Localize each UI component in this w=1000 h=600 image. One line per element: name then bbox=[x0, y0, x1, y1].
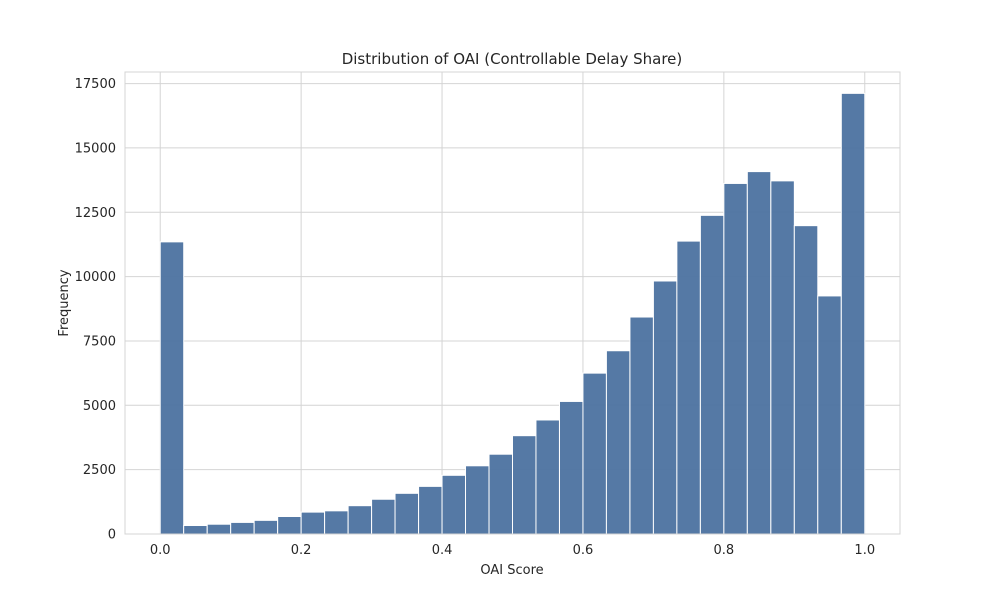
histogram-bar bbox=[253, 519, 279, 535]
histogram-bar bbox=[605, 350, 631, 535]
x-tick-label: 1.0 bbox=[854, 543, 875, 558]
histogram-bar bbox=[793, 225, 819, 535]
x-tick-label: 0.2 bbox=[291, 543, 312, 558]
histogram-bar bbox=[324, 510, 349, 535]
histogram-bar bbox=[347, 505, 373, 535]
x-tick-label: 0.4 bbox=[432, 543, 453, 558]
y-axis-tick-labels: 0 2500 5000 7500 10000 12500 15000 17500 bbox=[75, 77, 116, 542]
histogram-bar bbox=[230, 521, 255, 535]
histogram-bar bbox=[676, 240, 701, 535]
histogram-bar bbox=[699, 214, 725, 535]
histogram-bar bbox=[629, 316, 654, 535]
y-tick-label: 10000 bbox=[75, 270, 116, 285]
histogram-bar bbox=[535, 419, 560, 535]
chart-title: Distribution of OAI (Controllable Delay … bbox=[342, 50, 683, 68]
histogram-bar bbox=[300, 511, 326, 535]
y-tick-label: 17500 bbox=[75, 77, 116, 92]
histogram-bar bbox=[277, 515, 302, 535]
y-axis-label: Frequency bbox=[57, 269, 72, 336]
y-tick-label: 12500 bbox=[75, 206, 116, 221]
plot-area-frame bbox=[124, 71, 901, 535]
histogram-bar bbox=[558, 400, 584, 535]
y-tick-label: 2500 bbox=[83, 463, 116, 478]
x-axis-label: OAI Score bbox=[480, 563, 543, 578]
histogram-bar bbox=[206, 523, 232, 535]
x-tick-label: 0.8 bbox=[714, 543, 735, 558]
histogram-bar bbox=[746, 171, 772, 535]
y-tick-label: 15000 bbox=[75, 141, 116, 156]
x-tick-label: 0.6 bbox=[573, 543, 594, 558]
histogram-bar bbox=[817, 295, 842, 535]
histogram-bar bbox=[371, 498, 396, 535]
histogram-bar bbox=[183, 525, 208, 535]
y-tick-label: 5000 bbox=[83, 399, 116, 414]
histogram-bar bbox=[512, 435, 537, 535]
histogram-bar bbox=[723, 182, 748, 535]
histogram-bar bbox=[770, 180, 795, 535]
y-tick-label: 7500 bbox=[83, 334, 116, 349]
histogram-bar bbox=[488, 453, 514, 535]
histogram-bar bbox=[441, 474, 467, 535]
histogram-bar bbox=[159, 241, 185, 535]
y-tick-label: 0 bbox=[108, 528, 116, 543]
x-axis-tick-labels: 0.0 0.2 0.4 0.6 0.8 1.0 bbox=[150, 543, 875, 558]
histogram-bar bbox=[840, 92, 866, 535]
histogram-bar bbox=[465, 465, 490, 535]
histogram-bar bbox=[582, 372, 607, 535]
histogram-bar bbox=[652, 280, 678, 535]
histogram-bar bbox=[418, 485, 443, 535]
histogram-bar bbox=[394, 492, 420, 535]
x-tick-label: 0.0 bbox=[150, 543, 171, 558]
